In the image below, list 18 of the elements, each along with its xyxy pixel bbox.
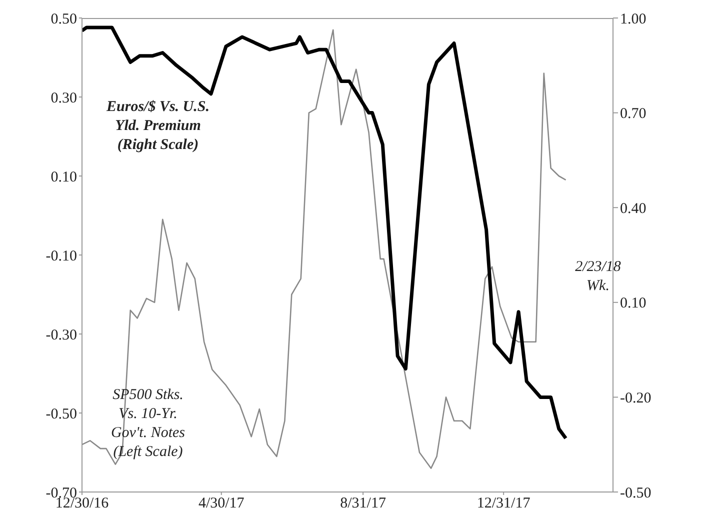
- y2-tick-label: 1.00: [620, 11, 646, 28]
- y2-tick-label: -0.50: [620, 485, 652, 502]
- y2-tick-label: 0.10: [620, 296, 646, 312]
- y-tick-label: -0.50: [46, 406, 77, 422]
- annotation: Euros/$ Vs. U.S. Yld. Premium (Right Scale): [106, 98, 210, 155]
- y-tick-label: -0.10: [46, 248, 77, 264]
- x-tick-label: 12/31/17: [476, 496, 531, 512]
- x-tick-label: 4/30/17: [198, 496, 245, 512]
- y2-tick-label: 0.40: [620, 200, 646, 217]
- y-tick-label: 0.10: [50, 169, 77, 186]
- y-tick-label: 0.30: [50, 90, 77, 106]
- y2-tick-label: 0.70: [620, 106, 646, 122]
- y-tick-label: 0.50: [50, 11, 77, 28]
- y-tick-label: -0.30: [46, 327, 77, 344]
- x-tick-label: 8/31/17: [340, 496, 386, 512]
- annotation: 2/23/18 Wk.: [575, 258, 621, 296]
- y2-tick-label: -0.20: [620, 390, 652, 407]
- annotation: SP500 Stks. Vs. 10-Yr. Gov't. Notes (Left Scale): [110, 386, 186, 462]
